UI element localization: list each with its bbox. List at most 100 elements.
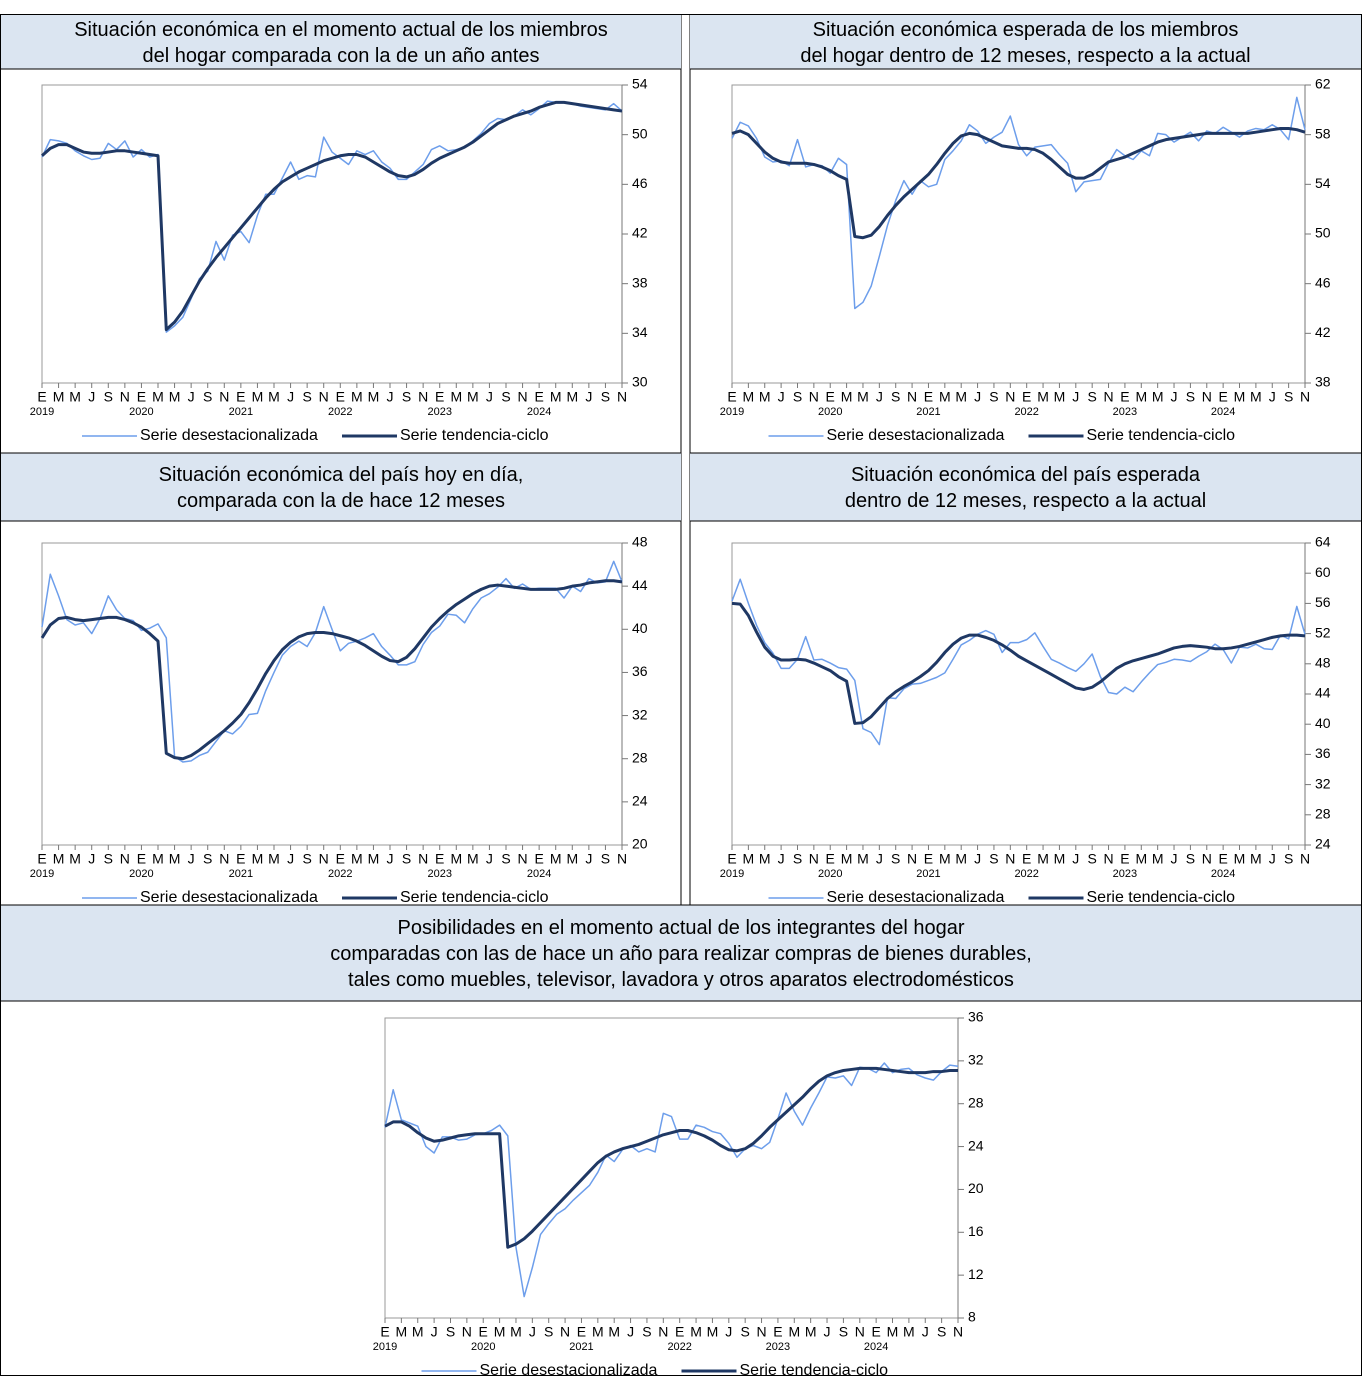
- series-line: [731, 126, 1306, 240]
- chart-title: del hogar comparada con la de un año ant…: [143, 45, 540, 67]
- x-tick-label: M: [939, 389, 951, 405]
- x-tick-label: M: [69, 851, 81, 867]
- x-tick-label: M: [69, 389, 81, 405]
- x-tick-label: M: [759, 851, 771, 867]
- y-tick-label: 36: [1315, 745, 1331, 761]
- x-tick-label: N: [1103, 851, 1113, 867]
- x-tick-label: E: [236, 389, 245, 405]
- year-label: 2021: [229, 868, 253, 880]
- x-tick-label: E: [675, 1324, 684, 1340]
- year-label: 2021: [916, 406, 940, 418]
- x-tick-label: J: [876, 389, 883, 405]
- chart-title: Posibilidades en el momento actual de lo…: [397, 917, 964, 939]
- x-tick-label: M: [566, 389, 578, 405]
- x-tick-label: E: [727, 851, 736, 867]
- legend-label: Serie tendencia-ciclo: [400, 889, 549, 906]
- year-label: 2019: [30, 406, 54, 418]
- x-tick-label: N: [907, 851, 917, 867]
- y-tick-label: 46: [632, 175, 648, 191]
- x-tick-label: M: [1037, 851, 1049, 867]
- y-tick-label: 50: [632, 125, 648, 141]
- x-tick-label: J: [585, 851, 592, 867]
- chart-title: Situación económica del país hoy en día,: [159, 464, 524, 486]
- y-tick-label: 32: [1315, 775, 1331, 791]
- x-tick-label: M: [841, 389, 853, 405]
- column-gap: [681, 15, 690, 905]
- x-tick-label: M: [857, 389, 869, 405]
- year-label: 2024: [527, 868, 551, 880]
- y-tick-label: 28: [1315, 806, 1331, 822]
- x-tick-label: S: [203, 851, 212, 867]
- x-tick-label: J: [188, 851, 195, 867]
- y-tick-label: 52: [1315, 624, 1331, 640]
- x-tick-label: E: [479, 1324, 488, 1340]
- x-tick-label: N: [120, 389, 130, 405]
- chart-title: del hogar dentro de 12 meses, respecto a…: [800, 45, 1250, 67]
- x-tick-label: M: [566, 851, 578, 867]
- x-tick-label: N: [1005, 851, 1015, 867]
- x-tick-label: M: [252, 851, 264, 867]
- legend-label: Serie desestacionalizada: [480, 1362, 658, 1376]
- series-line: [731, 578, 1306, 746]
- y-tick-label: 24: [632, 793, 648, 809]
- x-tick-label: E: [534, 389, 543, 405]
- x-tick-label: M: [152, 851, 164, 867]
- chart-title: Situación económica esperada de los miem…: [813, 19, 1239, 41]
- x-tick-label: E: [1218, 851, 1227, 867]
- x-tick-label: M: [690, 1324, 702, 1340]
- series-line: [40, 579, 623, 761]
- x-tick-label: N: [319, 851, 329, 867]
- chart-title: comparada con la de hace 12 meses: [177, 490, 505, 512]
- chart-title: tales como muebles, televisor, lavadora …: [348, 969, 1014, 991]
- series-line: [40, 100, 623, 332]
- x-tick-label: E: [1218, 389, 1227, 405]
- y-tick-label: 20: [968, 1180, 984, 1196]
- panel-header: [690, 15, 1361, 69]
- y-tick-label: 64: [1315, 534, 1331, 550]
- x-tick-label: S: [891, 389, 900, 405]
- x-tick-label: E: [924, 389, 933, 405]
- y-tick-label: 12: [968, 1266, 984, 1282]
- x-tick-label: J: [1269, 389, 1276, 405]
- x-tick-label: M: [1135, 389, 1147, 405]
- x-tick-label: E: [236, 851, 245, 867]
- x-tick-label: J: [188, 389, 195, 405]
- x-tick-label: J: [88, 851, 95, 867]
- x-tick-label: M: [1037, 389, 1049, 405]
- y-tick-label: 32: [968, 1052, 984, 1068]
- x-tick-label: E: [336, 851, 345, 867]
- x-tick-label: J: [431, 1324, 438, 1340]
- year-label: 2021: [916, 868, 940, 880]
- year-label: 2019: [373, 1341, 397, 1353]
- year-label: 2021: [569, 1341, 593, 1353]
- x-tick-label: N: [907, 389, 917, 405]
- y-tick-label: 48: [632, 534, 648, 550]
- x-tick-label: M: [1152, 851, 1164, 867]
- x-tick-label: E: [336, 389, 345, 405]
- x-tick-label: M: [368, 851, 380, 867]
- x-tick-label: M: [169, 389, 181, 405]
- x-tick-label: M: [351, 389, 363, 405]
- x-tick-label: N: [658, 1324, 668, 1340]
- x-tick-label: J: [778, 389, 785, 405]
- chart-title: dentro de 12 meses, respecto a la actual: [845, 490, 1206, 512]
- x-tick-label: S: [302, 851, 311, 867]
- x-tick-label: M: [368, 389, 380, 405]
- x-tick-label: M: [1234, 851, 1246, 867]
- x-tick-label: M: [903, 1324, 915, 1340]
- chart-title: Situación económica del país esperada: [851, 464, 1201, 486]
- x-tick-label: N: [1005, 389, 1015, 405]
- year-label: 2022: [1014, 868, 1038, 880]
- x-tick-label: J: [1171, 389, 1178, 405]
- x-tick-label: M: [268, 851, 280, 867]
- legend-label: Serie tendencia-ciclo: [740, 1362, 889, 1376]
- x-tick-label: S: [446, 1324, 455, 1340]
- year-label: 2023: [427, 406, 451, 418]
- y-tick-label: 46: [1315, 274, 1331, 290]
- x-tick-label: S: [793, 389, 802, 405]
- x-tick-label: J: [486, 851, 493, 867]
- x-tick-label: M: [1054, 851, 1066, 867]
- x-tick-label: M: [1152, 389, 1164, 405]
- x-tick-label: M: [1250, 851, 1262, 867]
- x-tick-label: N: [120, 851, 130, 867]
